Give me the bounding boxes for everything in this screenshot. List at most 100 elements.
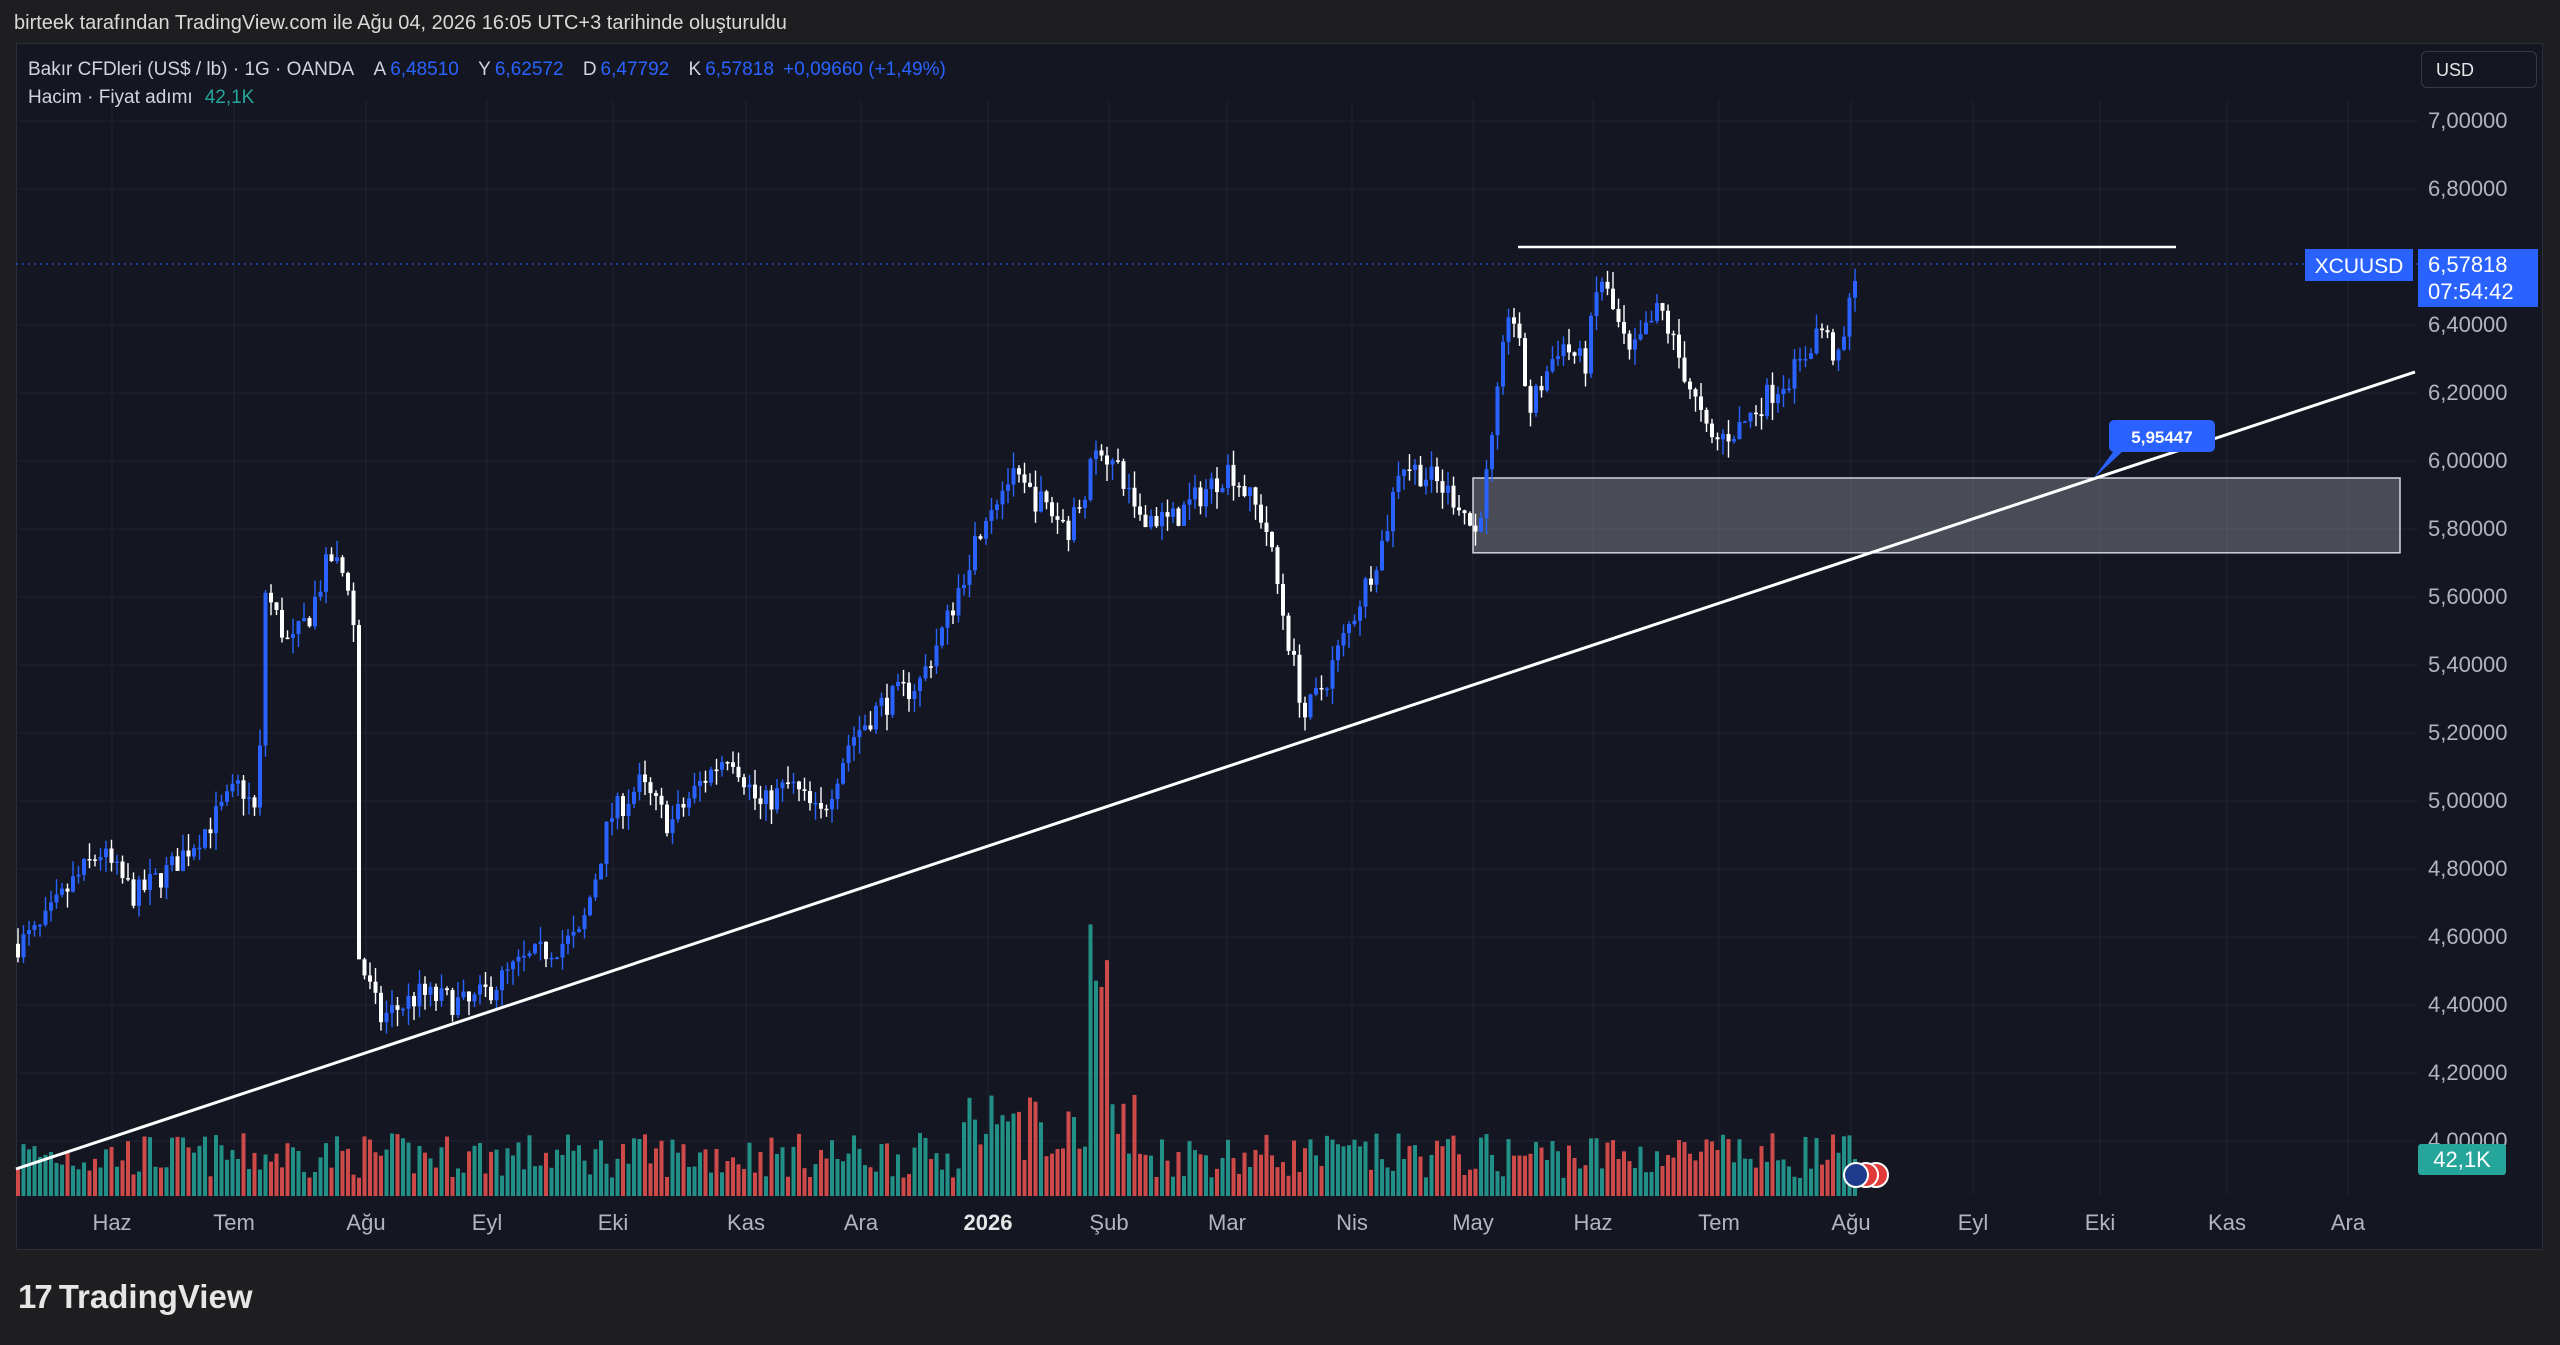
volume-bar <box>626 1163 631 1196</box>
volume-bar <box>76 1169 81 1196</box>
candle-body <box>555 957 559 959</box>
volume-bar <box>533 1166 537 1196</box>
volume-bar <box>1704 1139 1709 1196</box>
volume-bar <box>725 1161 730 1196</box>
volume-bar <box>824 1158 829 1196</box>
price-axis: 7,00000 6,80000 6,40000 6,20000 6,00000 5,800… <box>2428 108 2508 1153</box>
trendline-callout-pointer <box>2093 452 2122 479</box>
volume-bar <box>786 1176 790 1196</box>
candle-body <box>318 591 323 597</box>
volume-bar <box>885 1143 889 1196</box>
volume-bar <box>21 1144 26 1196</box>
candle-body <box>1363 578 1368 607</box>
candle-body <box>1077 507 1082 509</box>
candle-body <box>577 929 581 932</box>
candle-body <box>637 774 642 792</box>
high-value: 6,62572 <box>494 59 564 80</box>
candle-body <box>164 865 169 888</box>
symbol-description[interactable]: Bakır CFDleri (US$ / lb) · 1G · OANDA <box>28 59 355 80</box>
candle-body <box>1671 333 1676 336</box>
volume-bar <box>1484 1134 1489 1196</box>
volume-bar <box>1726 1139 1731 1196</box>
candle-body <box>1006 484 1010 491</box>
volume-bar <box>511 1155 515 1196</box>
candle-body <box>1061 519 1065 522</box>
candle-body <box>109 848 114 863</box>
candle-body <box>335 557 339 562</box>
volume-bar <box>505 1148 510 1196</box>
tradingview-logo-icon: 17 <box>18 1278 53 1315</box>
volume-bar <box>500 1175 504 1196</box>
candle-body <box>1440 481 1445 493</box>
candle-body <box>1539 385 1544 391</box>
candle-body <box>1369 578 1373 585</box>
candle-body <box>698 780 702 786</box>
volume-bar <box>1638 1146 1643 1196</box>
candle-body <box>1347 624 1351 634</box>
volume-indicator-label[interactable]: Hacim · Fiyat adımı <box>28 87 193 108</box>
volume-bar <box>1677 1139 1681 1196</box>
candle-body <box>879 697 884 706</box>
price-tick-label: 4,60000 <box>2428 924 2508 949</box>
currency-selector[interactable]: USD <box>2421 51 2537 88</box>
volume-bar <box>1803 1136 1808 1196</box>
volume-bar <box>1154 1176 1159 1196</box>
volume-bar <box>1297 1172 1302 1196</box>
time-tick-label: Nis <box>1336 1210 1368 1235</box>
candle-body <box>566 935 570 944</box>
volume-bar <box>1589 1138 1593 1196</box>
candle-body <box>280 609 284 638</box>
volume-bar <box>1836 1152 1841 1196</box>
volume-bar <box>956 1168 961 1196</box>
volume-bar <box>1407 1146 1412 1196</box>
candle-body <box>1820 328 1824 331</box>
time-tick-label: Eki <box>598 1210 629 1235</box>
candle-body <box>368 975 372 982</box>
candle-body <box>1292 650 1296 655</box>
volume-bar <box>60 1164 64 1196</box>
candle-body <box>1391 492 1395 532</box>
candle-body <box>1352 620 1357 625</box>
volume-bar <box>1501 1176 1505 1196</box>
candle-body <box>483 984 488 987</box>
volume-bar <box>1110 1104 1115 1196</box>
open-label: A <box>373 59 387 80</box>
chart-panel[interactable] <box>16 43 2543 1250</box>
candle-body <box>714 769 719 772</box>
volume-bar <box>1231 1158 1236 1196</box>
candle-body <box>544 941 548 960</box>
high-label: Y <box>478 59 491 80</box>
volume-bar <box>1451 1135 1456 1196</box>
volume-bar <box>373 1152 378 1196</box>
volume-bar <box>923 1137 928 1196</box>
volume-bar <box>692 1166 697 1196</box>
volume-bar <box>1132 1094 1137 1196</box>
volume-bar <box>417 1145 422 1196</box>
price-tick-label: 5,00000 <box>2428 788 2508 813</box>
volume-bar <box>874 1171 878 1196</box>
volume-bar <box>1242 1152 1247 1196</box>
volume-bar <box>1809 1168 1813 1196</box>
volume-bar <box>676 1152 680 1196</box>
volume-bar <box>868 1167 873 1196</box>
volume-bar <box>109 1146 114 1196</box>
volume-bar <box>940 1169 944 1196</box>
candle-body <box>1374 570 1379 585</box>
chart-legend: Bakır CFDleri (US$ / lb) · 1G · OANDA A 6… <box>28 56 950 112</box>
candle-body <box>291 634 295 638</box>
volume-bar <box>1105 960 1109 1196</box>
candle-body <box>1154 516 1159 527</box>
candle-body <box>753 784 757 799</box>
candle-body <box>736 766 741 778</box>
volume-bar <box>274 1153 279 1196</box>
candle-body <box>241 780 246 799</box>
candle-body <box>1644 322 1648 335</box>
volume-bar <box>1292 1140 1296 1196</box>
candle-body <box>1638 334 1643 340</box>
volume-bar <box>87 1170 92 1196</box>
volume-bar <box>1171 1176 1175 1196</box>
candle-body <box>1693 389 1698 397</box>
candle-body <box>1418 464 1423 487</box>
candle-body <box>379 992 383 1023</box>
